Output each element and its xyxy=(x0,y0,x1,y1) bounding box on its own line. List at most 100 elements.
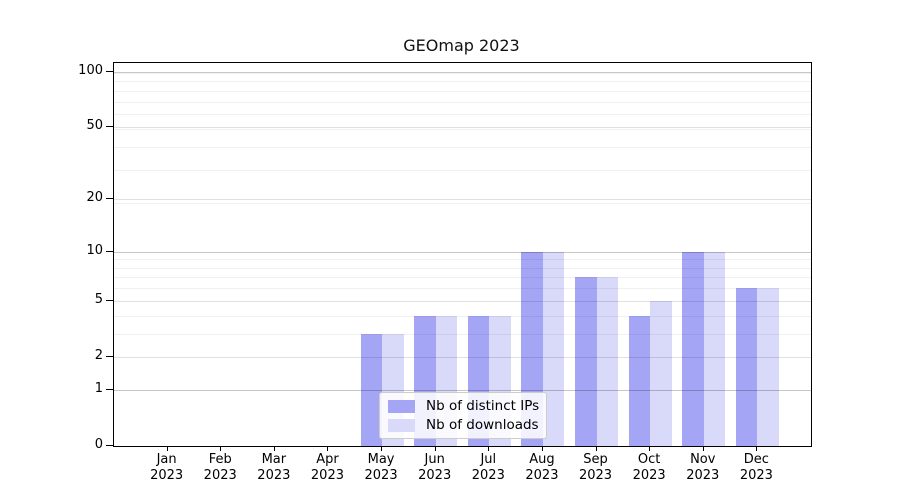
legend: Nb of distinct IPs Nb of downloads xyxy=(379,392,547,439)
x-month-text: Feb xyxy=(208,452,232,467)
x-tick-mark-nov xyxy=(702,446,704,451)
legend-swatch-downloads xyxy=(388,418,415,432)
legend-item-downloads: Nb of downloads xyxy=(388,417,540,433)
y-tick-label-1: 1 xyxy=(94,380,103,396)
x-year-text: 2023 xyxy=(686,468,720,483)
x-tick-label-mar: Mar 2023 xyxy=(244,452,304,484)
x-year-text: 2023 xyxy=(418,468,452,483)
x-tick-label-apr: Apr 2023 xyxy=(297,452,357,484)
legend-swatch-distinct-ips xyxy=(388,399,415,413)
bars-layer xyxy=(114,63,811,446)
bar-ips-oct xyxy=(628,315,651,446)
bar-downloads-oct xyxy=(650,300,672,446)
y-tick-mark-10 xyxy=(106,250,113,252)
plot-area: Nb of distinct IPs Nb of downloads xyxy=(113,62,812,447)
x-tick-label-jul: Jul 2023 xyxy=(458,452,518,484)
x-year-text: 2023 xyxy=(203,468,237,483)
x-month-text: Mar xyxy=(261,452,287,467)
minor-gridline-8 xyxy=(114,267,811,269)
x-tick-label-oct: Oct 2023 xyxy=(619,452,679,484)
x-year-text: 2023 xyxy=(739,468,773,483)
minor-gridline-29 xyxy=(114,170,811,172)
y-tick-mark-2 xyxy=(106,355,113,357)
x-tick-mark-aug xyxy=(541,446,543,451)
bar-ips-dec xyxy=(735,288,758,446)
y-tick-label-50: 50 xyxy=(86,118,103,134)
x-tick-mark-sep xyxy=(595,446,597,451)
x-month-text: Sep xyxy=(583,452,608,467)
x-tick-mark-mar xyxy=(273,446,275,451)
x-month-text: Nov xyxy=(690,452,716,467)
gridline-2 xyxy=(114,356,811,358)
gridline-100 xyxy=(114,71,811,73)
x-year-text: 2023 xyxy=(525,468,559,483)
y-tick-mark-5 xyxy=(106,299,113,301)
minor-gridline-39 xyxy=(114,147,811,149)
y-tick-label-100: 100 xyxy=(78,62,103,78)
x-month-text: Oct xyxy=(637,452,661,467)
x-tick-mark-apr xyxy=(327,446,329,451)
bar-ips-sep xyxy=(575,277,597,446)
x-tick-label-aug: Aug 2023 xyxy=(512,452,572,484)
grid-layer xyxy=(114,63,811,446)
minor-gridline-6 xyxy=(114,288,811,290)
x-year-text: 2023 xyxy=(632,468,666,483)
y-tick-label-20: 20 xyxy=(86,190,103,206)
x-month-text: Jun xyxy=(424,452,445,467)
x-tick-mark-jun xyxy=(434,446,436,451)
x-tick-mark-feb xyxy=(220,446,222,451)
minor-gridline-19 xyxy=(114,203,811,205)
x-tick-mark-may xyxy=(381,446,383,451)
y-tick-mark-0 xyxy=(106,445,113,446)
x-tick-mark-oct xyxy=(649,446,651,451)
chart-title: GEOmap 2023 xyxy=(403,36,520,55)
x-month-text: Apr xyxy=(316,452,339,467)
gridline-5 xyxy=(114,300,811,302)
x-tick-mark-jan xyxy=(166,446,168,451)
bar-downloads-sep xyxy=(596,277,619,446)
gridline-50 xyxy=(114,127,811,129)
y-tick-label-0: 0 xyxy=(94,437,103,452)
minor-gridline-79 xyxy=(114,90,811,92)
y-tick-mark-100 xyxy=(106,70,113,72)
x-tick-label-feb: Feb 2023 xyxy=(190,452,250,484)
y-tick-mark-20 xyxy=(106,198,113,200)
minor-gridline-59 xyxy=(114,114,811,116)
x-tick-label-may: May 2023 xyxy=(351,452,411,484)
x-month-text: Jul xyxy=(480,452,497,467)
x-tick-label-jan: Jan 2023 xyxy=(137,452,197,484)
x-month-text: Dec xyxy=(743,452,769,467)
x-year-text: 2023 xyxy=(364,468,398,483)
gridline-1 xyxy=(114,389,811,391)
x-tick-label-sep: Sep 2023 xyxy=(566,452,626,484)
y-tick-mark-1 xyxy=(106,388,113,390)
gridline-20 xyxy=(114,199,811,201)
minor-gridline-3 xyxy=(114,333,811,335)
x-year-text: 2023 xyxy=(150,468,184,483)
x-month-text: Jan xyxy=(156,452,177,467)
y-tick-label-10: 10 xyxy=(86,242,103,258)
bar-downloads-nov xyxy=(703,251,726,446)
y-tick-mark-50 xyxy=(106,126,113,128)
minor-gridline-69 xyxy=(114,101,811,103)
x-tick-label-jun: Jun 2023 xyxy=(405,452,465,484)
minor-gridline-4 xyxy=(114,315,811,317)
x-tick-mark-jul xyxy=(488,446,490,451)
x-month-text: Aug xyxy=(529,452,555,467)
x-tick-label-dec: Dec 2023 xyxy=(726,452,786,484)
minor-gridline-7 xyxy=(114,277,811,279)
y-tick-label-2: 2 xyxy=(94,347,103,363)
x-year-text: 2023 xyxy=(310,468,344,483)
x-year-text: 2023 xyxy=(471,468,505,483)
x-year-text: 2023 xyxy=(578,468,613,483)
minor-gridline-99 xyxy=(114,72,811,74)
bar-ips-nov xyxy=(682,251,704,446)
x-tick-label-nov: Nov 2023 xyxy=(673,452,733,484)
minor-gridline-9 xyxy=(114,259,811,261)
x-month-text: May xyxy=(367,452,395,467)
minor-gridline-89 xyxy=(114,81,811,83)
legend-item-distinct-ips: Nb of distinct IPs xyxy=(388,398,540,414)
x-tick-mark-dec xyxy=(756,446,758,451)
x-year-text: 2023 xyxy=(257,468,291,483)
